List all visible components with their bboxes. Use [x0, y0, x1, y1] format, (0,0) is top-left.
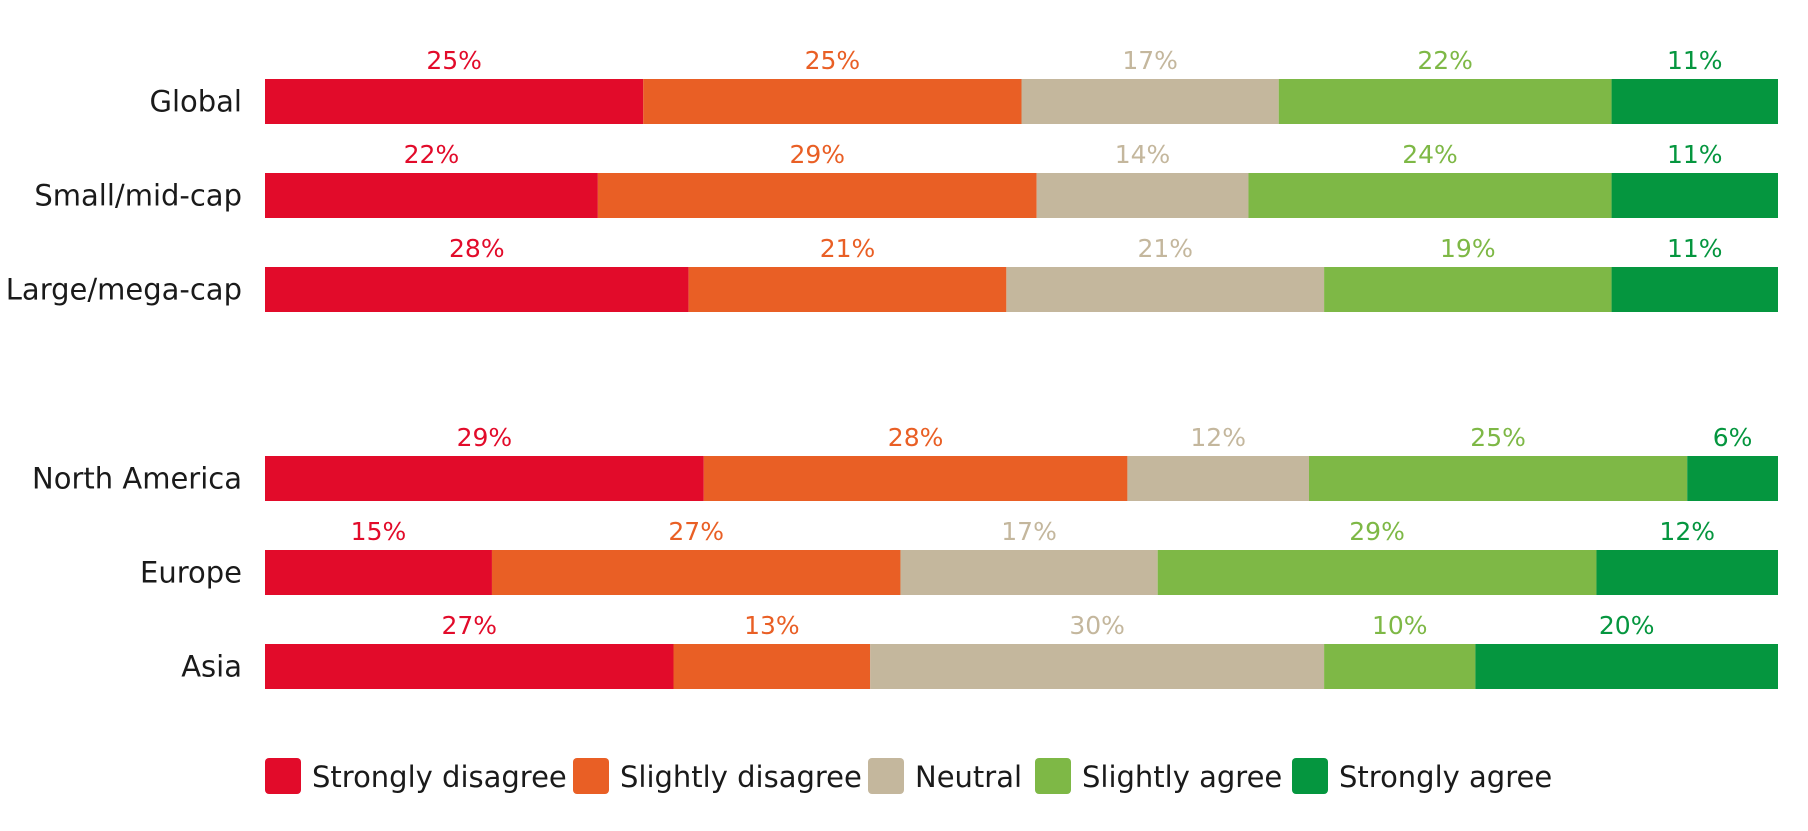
- bar-segment: [1687, 456, 1778, 501]
- legend-swatch: [1292, 758, 1328, 794]
- legend-swatch: [1035, 758, 1071, 794]
- bar-segment: [1006, 267, 1325, 312]
- legend-swatch: [265, 758, 301, 794]
- data-label: 20%: [1599, 611, 1655, 640]
- bar-segment: [1596, 550, 1778, 595]
- data-label: 12%: [1190, 423, 1246, 452]
- bar-segment: [1475, 644, 1778, 689]
- data-label: 15%: [351, 517, 407, 546]
- data-label: 28%: [449, 234, 505, 263]
- legend-label: Slightly disagree: [620, 760, 862, 794]
- bar-segment: [265, 79, 644, 124]
- data-label: 29%: [457, 423, 513, 452]
- legend-swatch: [573, 758, 609, 794]
- legend-swatch: [868, 758, 904, 794]
- category-label: Small/mid-cap: [34, 179, 242, 213]
- data-label: 14%: [1115, 140, 1171, 169]
- data-label: 27%: [668, 517, 724, 546]
- data-label: 19%: [1440, 234, 1496, 263]
- bar-segment: [1324, 644, 1476, 689]
- data-label: 22%: [1417, 46, 1473, 75]
- data-label: 11%: [1667, 234, 1723, 263]
- category-label: Asia: [181, 650, 242, 684]
- data-label: 25%: [426, 46, 482, 75]
- bar-segment: [1611, 79, 1778, 124]
- bar-segment: [1611, 267, 1778, 312]
- data-label: 17%: [1122, 46, 1178, 75]
- bar-segment: [703, 456, 1128, 501]
- data-label: 12%: [1659, 517, 1715, 546]
- data-label: 17%: [1001, 517, 1057, 546]
- data-label: 25%: [1470, 423, 1526, 452]
- bar-segment: [688, 267, 1007, 312]
- bar-segment: [870, 644, 1325, 689]
- data-label: 21%: [820, 234, 876, 263]
- bar-segment: [1308, 456, 1688, 501]
- bar-segment: [491, 550, 901, 595]
- legend-label: Slightly agree: [1082, 760, 1282, 794]
- data-label: 21%: [1137, 234, 1193, 263]
- data-label: 6%: [1713, 423, 1753, 452]
- bar-segment: [1278, 79, 1612, 124]
- category-label: Large/mega-cap: [6, 273, 242, 307]
- legend-label: Neutral: [915, 760, 1022, 794]
- bar-segment: [1611, 173, 1778, 218]
- bar-segment: [1248, 173, 1612, 218]
- data-label: 25%: [805, 46, 861, 75]
- bar-segment: [265, 456, 704, 501]
- bar-segment: [1127, 456, 1309, 501]
- data-label: 22%: [404, 140, 460, 169]
- data-label: 11%: [1667, 140, 1723, 169]
- bar-segment: [1157, 550, 1597, 595]
- legend-label: Strongly disagree: [312, 760, 567, 794]
- category-label: Global: [149, 85, 242, 119]
- bar-segment: [900, 550, 1158, 595]
- bar-segment: [1036, 173, 1249, 218]
- bar-segment: [597, 173, 1037, 218]
- bar-segment: [265, 644, 674, 689]
- data-label: 30%: [1069, 611, 1125, 640]
- legend-label: Strongly agree: [1339, 760, 1552, 794]
- bar-segment: [673, 644, 871, 689]
- data-label: 10%: [1372, 611, 1428, 640]
- data-label: 29%: [789, 140, 845, 169]
- data-label: 13%: [744, 611, 800, 640]
- data-label: 29%: [1349, 517, 1405, 546]
- bar-segment: [1324, 267, 1612, 312]
- bar-segment: [643, 79, 1022, 124]
- bar-segment: [265, 550, 492, 595]
- bar-segment: [265, 267, 689, 312]
- data-label: 11%: [1667, 46, 1723, 75]
- data-label: 28%: [888, 423, 944, 452]
- data-label: 27%: [441, 611, 497, 640]
- bar-segment: [1021, 79, 1279, 124]
- bar-segment: [265, 173, 598, 218]
- category-label: North America: [32, 462, 242, 496]
- category-label: Europe: [140, 556, 242, 590]
- data-label: 24%: [1402, 140, 1458, 169]
